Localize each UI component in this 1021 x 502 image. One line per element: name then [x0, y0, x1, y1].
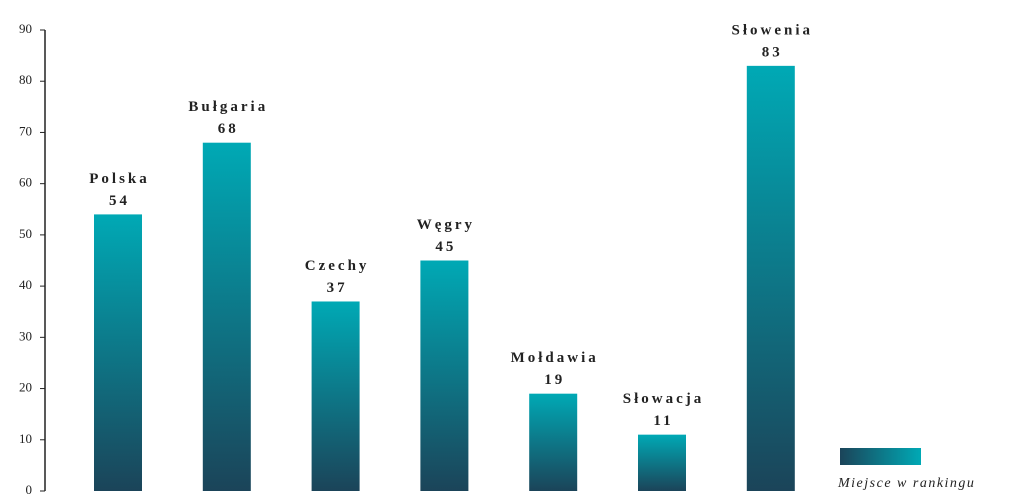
bar [311, 301, 360, 491]
category-label: Słowacja [623, 391, 705, 407]
bar [420, 260, 469, 491]
y-tick-label: 60 [19, 175, 32, 190]
y-tick-label: 30 [19, 328, 32, 343]
legend-label: Miejsce w rankingu [837, 476, 975, 491]
bar [94, 214, 142, 491]
y-tick-label: 0 [26, 482, 33, 497]
value-label: 37 [327, 280, 348, 296]
value-label: 19 [544, 372, 565, 388]
y-tick-label: 20 [19, 380, 32, 395]
bar [529, 393, 578, 491]
bar [638, 434, 686, 491]
y-tick-label: 90 [19, 21, 32, 36]
category-label: Węgry [417, 217, 475, 233]
y-tick-label: 40 [19, 277, 32, 292]
value-label: 45 [435, 239, 456, 255]
bar [202, 142, 251, 491]
y-tick-label: 70 [19, 123, 32, 138]
value-label: 11 [653, 413, 673, 429]
y-tick-label: 50 [19, 226, 32, 241]
value-label: 83 [762, 44, 783, 60]
y-tick-label: 10 [19, 431, 32, 446]
legend-swatch [840, 448, 921, 465]
category-label: Mołdawia [511, 350, 599, 366]
value-label: 54 [109, 193, 130, 209]
category-label: Polska [89, 171, 150, 187]
y-tick-label: 80 [19, 72, 32, 87]
category-label: Bułgaria [188, 99, 268, 115]
category-label: Słowenia [732, 22, 814, 38]
category-label: Czechy [305, 258, 370, 274]
value-label: 68 [218, 121, 239, 137]
bar [746, 65, 795, 491]
